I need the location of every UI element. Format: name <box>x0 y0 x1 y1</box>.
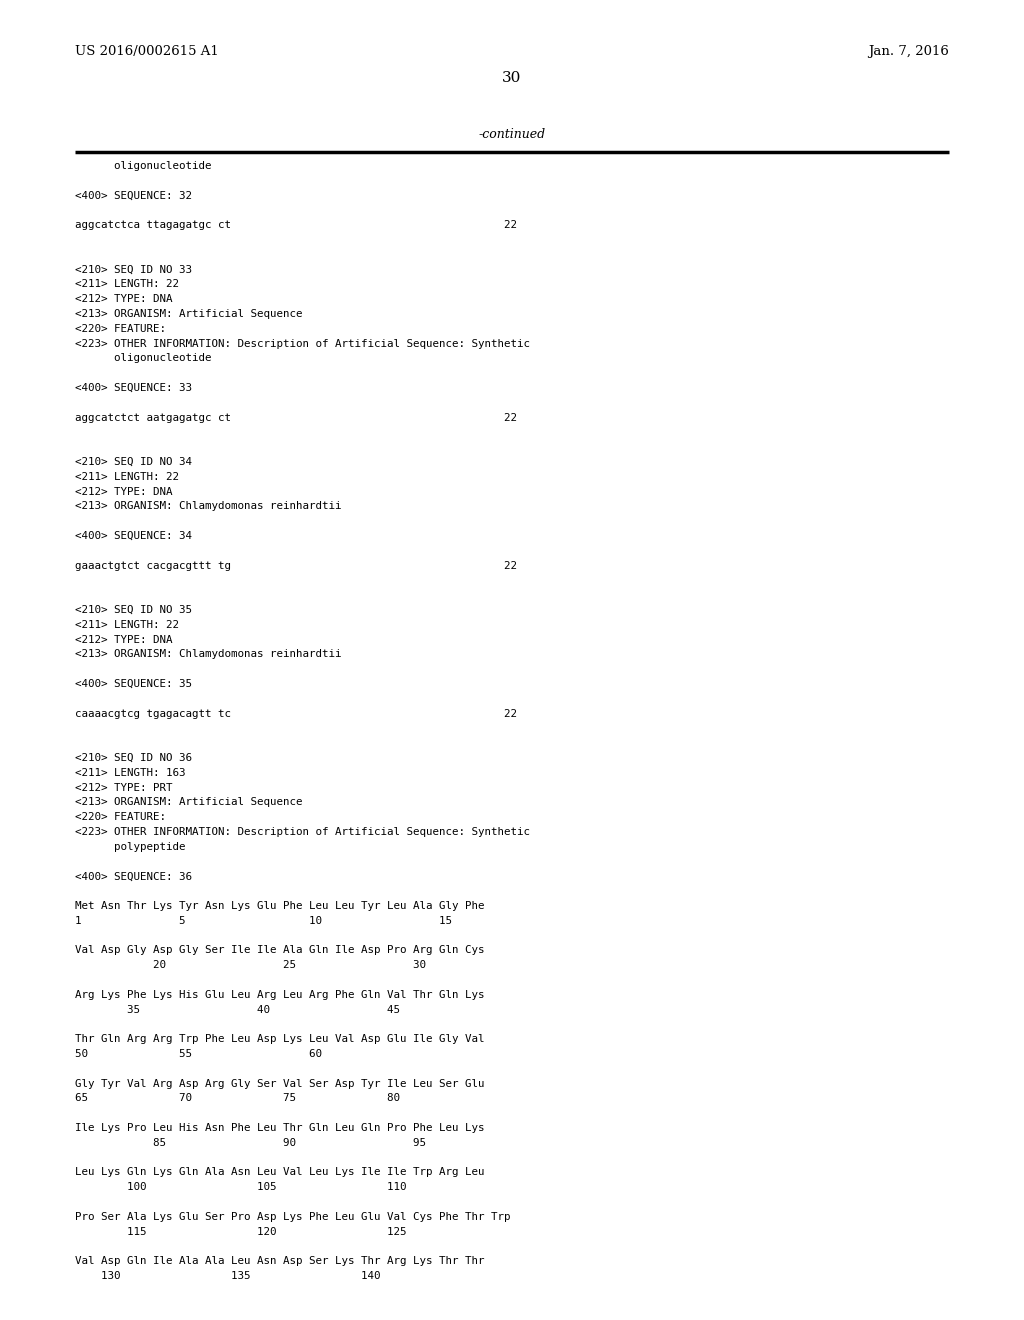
Text: 85                  90                  95: 85 90 95 <box>75 1138 426 1148</box>
Text: Arg Lys Phe Lys His Glu Leu Arg Leu Arg Phe Gln Val Thr Gln Lys: Arg Lys Phe Lys His Glu Leu Arg Leu Arg … <box>75 990 484 999</box>
Text: <210> SEQ ID NO 36: <210> SEQ ID NO 36 <box>75 752 193 763</box>
Text: <212> TYPE: DNA: <212> TYPE: DNA <box>75 635 172 644</box>
Text: <213> ORGANISM: Artificial Sequence: <213> ORGANISM: Artificial Sequence <box>75 797 302 808</box>
Text: <220> FEATURE:: <220> FEATURE: <box>75 323 166 334</box>
Text: 100                 105                 110: 100 105 110 <box>75 1183 407 1192</box>
Text: aggcatctct aatgagatgc ct                                          22: aggcatctct aatgagatgc ct 22 <box>75 413 517 422</box>
Text: 20                  25                  30: 20 25 30 <box>75 960 426 970</box>
Text: <212> TYPE: DNA: <212> TYPE: DNA <box>75 487 172 496</box>
Text: Gly Tyr Val Arg Asp Arg Gly Ser Val Ser Asp Tyr Ile Leu Ser Glu: Gly Tyr Val Arg Asp Arg Gly Ser Val Ser … <box>75 1078 484 1089</box>
Text: <400> SEQUENCE: 34: <400> SEQUENCE: 34 <box>75 531 193 541</box>
Text: -continued: -continued <box>478 128 546 141</box>
Text: <223> OTHER INFORMATION: Description of Artificial Sequence: Synthetic: <223> OTHER INFORMATION: Description of … <box>75 828 530 837</box>
Text: <212> TYPE: DNA: <212> TYPE: DNA <box>75 294 172 304</box>
Text: <211> LENGTH: 22: <211> LENGTH: 22 <box>75 280 179 289</box>
Text: <400> SEQUENCE: 32: <400> SEQUENCE: 32 <box>75 190 193 201</box>
Text: <212> TYPE: PRT: <212> TYPE: PRT <box>75 783 172 792</box>
Text: US 2016/0002615 A1: US 2016/0002615 A1 <box>75 45 219 58</box>
Text: 130                 135                 140: 130 135 140 <box>75 1271 381 1280</box>
Text: <223> OTHER INFORMATION: Description of Artificial Sequence: Synthetic: <223> OTHER INFORMATION: Description of … <box>75 339 530 348</box>
Text: oligonucleotide: oligonucleotide <box>75 161 212 172</box>
Text: <220> FEATURE:: <220> FEATURE: <box>75 812 166 822</box>
Text: <210> SEQ ID NO 35: <210> SEQ ID NO 35 <box>75 605 193 615</box>
Text: gaaactgtct cacgacgttt tg                                          22: gaaactgtct cacgacgttt tg 22 <box>75 561 517 570</box>
Text: caaaacgtcg tgagacagtt tc                                          22: caaaacgtcg tgagacagtt tc 22 <box>75 709 517 718</box>
Text: <400> SEQUENCE: 33: <400> SEQUENCE: 33 <box>75 383 193 393</box>
Text: Leu Lys Gln Lys Gln Ala Asn Leu Val Leu Lys Ile Ile Trp Arg Leu: Leu Lys Gln Lys Gln Ala Asn Leu Val Leu … <box>75 1167 484 1177</box>
Text: 30: 30 <box>503 71 521 84</box>
Text: <210> SEQ ID NO 33: <210> SEQ ID NO 33 <box>75 264 193 275</box>
Text: 65              70              75              80: 65 70 75 80 <box>75 1093 400 1104</box>
Text: polypeptide: polypeptide <box>75 842 185 851</box>
Text: Ile Lys Pro Leu His Asn Phe Leu Thr Gln Leu Gln Pro Phe Leu Lys: Ile Lys Pro Leu His Asn Phe Leu Thr Gln … <box>75 1123 484 1133</box>
Text: <211> LENGTH: 163: <211> LENGTH: 163 <box>75 768 185 777</box>
Text: Val Asp Gln Ile Ala Ala Leu Asn Asp Ser Lys Thr Arg Lys Thr Thr: Val Asp Gln Ile Ala Ala Leu Asn Asp Ser … <box>75 1257 484 1266</box>
Text: Met Asn Thr Lys Tyr Asn Lys Glu Phe Leu Leu Tyr Leu Ala Gly Phe: Met Asn Thr Lys Tyr Asn Lys Glu Phe Leu … <box>75 902 484 911</box>
Text: <211> LENGTH: 22: <211> LENGTH: 22 <box>75 471 179 482</box>
Text: <400> SEQUENCE: 35: <400> SEQUENCE: 35 <box>75 678 193 689</box>
Text: oligonucleotide: oligonucleotide <box>75 354 212 363</box>
Text: 1               5                   10                  15: 1 5 10 15 <box>75 916 452 925</box>
Text: 50              55                  60: 50 55 60 <box>75 1049 322 1059</box>
Text: <211> LENGTH: 22: <211> LENGTH: 22 <box>75 620 179 630</box>
Text: Val Asp Gly Asp Gly Ser Ile Ile Ala Gln Ile Asp Pro Arg Gln Cys: Val Asp Gly Asp Gly Ser Ile Ile Ala Gln … <box>75 945 484 956</box>
Text: <213> ORGANISM: Chlamydomonas reinhardtii: <213> ORGANISM: Chlamydomonas reinhardti… <box>75 649 341 660</box>
Text: <213> ORGANISM: Chlamydomonas reinhardtii: <213> ORGANISM: Chlamydomonas reinhardti… <box>75 502 341 511</box>
Text: Thr Gln Arg Arg Trp Phe Leu Asp Lys Leu Val Asp Glu Ile Gly Val: Thr Gln Arg Arg Trp Phe Leu Asp Lys Leu … <box>75 1034 484 1044</box>
Text: Jan. 7, 2016: Jan. 7, 2016 <box>868 45 949 58</box>
Text: 35                  40                  45: 35 40 45 <box>75 1005 400 1015</box>
Text: aggcatctca ttagagatgc ct                                          22: aggcatctca ttagagatgc ct 22 <box>75 220 517 230</box>
Text: <210> SEQ ID NO 34: <210> SEQ ID NO 34 <box>75 457 193 467</box>
Text: <400> SEQUENCE: 36: <400> SEQUENCE: 36 <box>75 871 193 882</box>
Text: Pro Ser Ala Lys Glu Ser Pro Asp Lys Phe Leu Glu Val Cys Phe Thr Trp: Pro Ser Ala Lys Glu Ser Pro Asp Lys Phe … <box>75 1212 511 1222</box>
Text: <213> ORGANISM: Artificial Sequence: <213> ORGANISM: Artificial Sequence <box>75 309 302 319</box>
Text: 115                 120                 125: 115 120 125 <box>75 1226 407 1237</box>
